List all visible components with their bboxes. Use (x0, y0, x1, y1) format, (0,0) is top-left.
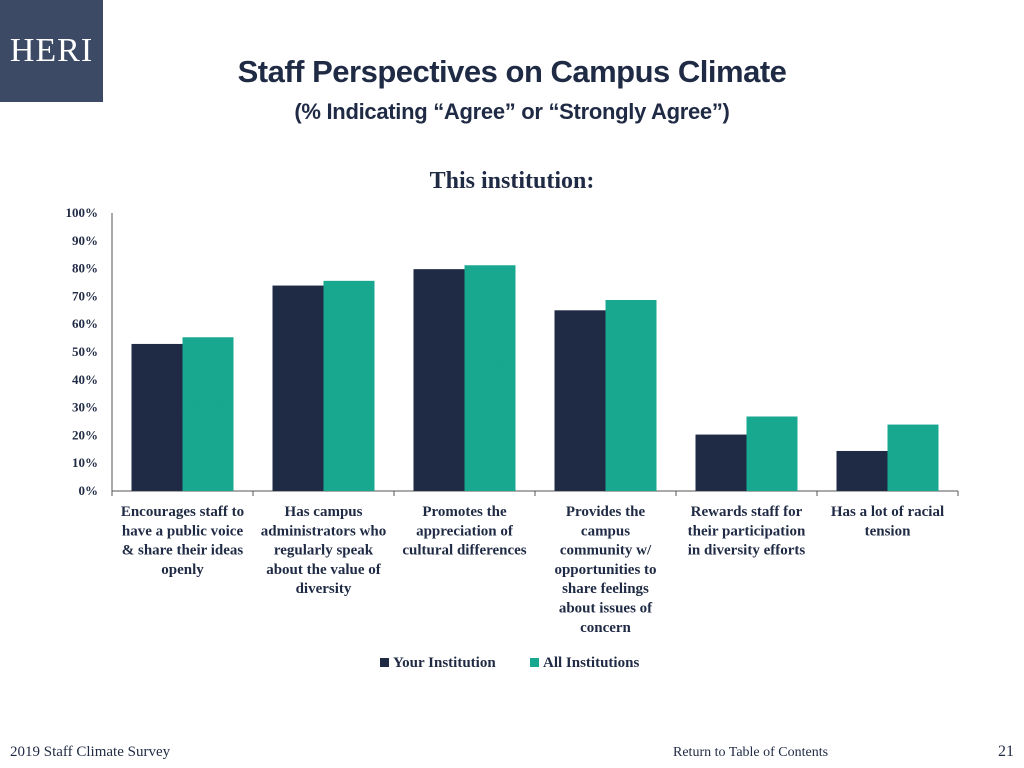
y-tick-label: 10% (72, 455, 98, 470)
return-to-toc-link[interactable]: Return to Table of Contents (673, 745, 829, 760)
data-label-your-institution: 79.8% (427, 369, 460, 383)
bar-all-institutions (323, 280, 375, 491)
x-category-label: Rewards staff for (691, 504, 803, 520)
y-tick-label: 20% (72, 427, 98, 442)
data-label-all-institutions: 26.8% (756, 433, 789, 447)
bar-your-institution (413, 269, 465, 491)
x-category-label: in diversity efforts (688, 543, 806, 559)
y-tick-label: 50% (72, 344, 98, 359)
y-tick-label: 60% (72, 316, 98, 331)
heri-logo: HERI (0, 0, 103, 102)
bar-your-institution (554, 310, 606, 491)
chart-title: This institution: (430, 168, 595, 194)
x-category-label: campus (581, 523, 630, 539)
x-category-label: community w/ (560, 543, 652, 559)
data-label-all-institutions: 55.3% (192, 395, 225, 409)
y-tick-label: 70% (72, 288, 98, 303)
legend-label-your-institution: Your Institution (393, 655, 496, 671)
x-category-label: share feelings (562, 581, 649, 597)
bar-all-institutions (887, 424, 939, 491)
page-title: Staff Perspectives on Campus Climate (237, 54, 787, 89)
data-label-all-institutions: 81.2% (474, 359, 507, 373)
page-number: 21 (998, 743, 1014, 760)
x-category-label: Promotes the (422, 504, 507, 520)
y-tick-label: 100% (66, 205, 99, 220)
bar-all-institutions (605, 300, 657, 491)
legend-swatch-your-institution (380, 658, 389, 667)
chart-plot-area: 0% 10% 20% 30% 40% 50% 60% 70% 80% 90% 100% 52.9% 55… (66, 205, 959, 671)
legend-label-all-institutions: All Institutions (543, 655, 639, 671)
bar-all-institutions (746, 416, 798, 491)
x-category-label: cultural differences (402, 543, 526, 559)
x-category-label: administrators who (261, 523, 386, 539)
y-tick-label: 80% (72, 261, 98, 276)
x-category-label: Encourages staff to (121, 504, 244, 520)
data-label-your-institution: 65.0% (568, 390, 601, 404)
x-category-label: regularly speak (274, 543, 374, 559)
bar-all-institutions (464, 265, 516, 491)
y-tick-label: 0% (79, 483, 99, 498)
data-label-all-institutions: 68.7% (615, 377, 648, 391)
bar-your-institution (131, 343, 183, 491)
legend-swatch-all-institutions (530, 658, 539, 667)
bar-your-institution (836, 450, 888, 491)
x-category-label: Has campus (285, 504, 363, 520)
x-category-label: diversity (296, 581, 352, 597)
x-category-label: concern (580, 620, 631, 636)
data-label-all-institutions: 75.6% (333, 367, 366, 381)
x-category-label: Has a lot of racial (831, 504, 944, 520)
x-category-label: & share their ideas (122, 543, 244, 559)
logo-text: HERI (9, 32, 94, 69)
x-category-label: appreciation of (416, 523, 514, 539)
bar-all-institutions (182, 337, 234, 491)
x-category-label: have a public voice (122, 523, 244, 539)
page-subtitle: (% Indicating “Agree” or “Strongly Agree… (294, 99, 730, 124)
bar-your-institution (272, 285, 324, 491)
data-label-your-institution: 20.3% (709, 456, 742, 470)
x-category-label: opportunities to (554, 562, 656, 578)
y-tick-label: 90% (72, 233, 98, 248)
x-category-label: their participation (688, 523, 806, 539)
x-category-label: about the value of (266, 562, 382, 578)
data-label-your-institution: 73.9% (286, 377, 319, 391)
x-category-label: about issues of (559, 601, 653, 617)
footer-survey-name: 2019 Staff Climate Survey (10, 744, 171, 760)
data-label-your-institution: 14.4% (850, 472, 883, 486)
x-category-label: tension (865, 523, 912, 539)
x-category-label: Provides the (566, 504, 646, 520)
bar-your-institution (695, 434, 747, 491)
data-label-your-institution: 52.9% (145, 406, 178, 420)
data-label-all-institutions: 23.9% (897, 442, 930, 456)
x-category-label: openly (161, 562, 204, 578)
y-tick-label: 40% (72, 372, 98, 387)
y-tick-label: 30% (72, 400, 98, 415)
